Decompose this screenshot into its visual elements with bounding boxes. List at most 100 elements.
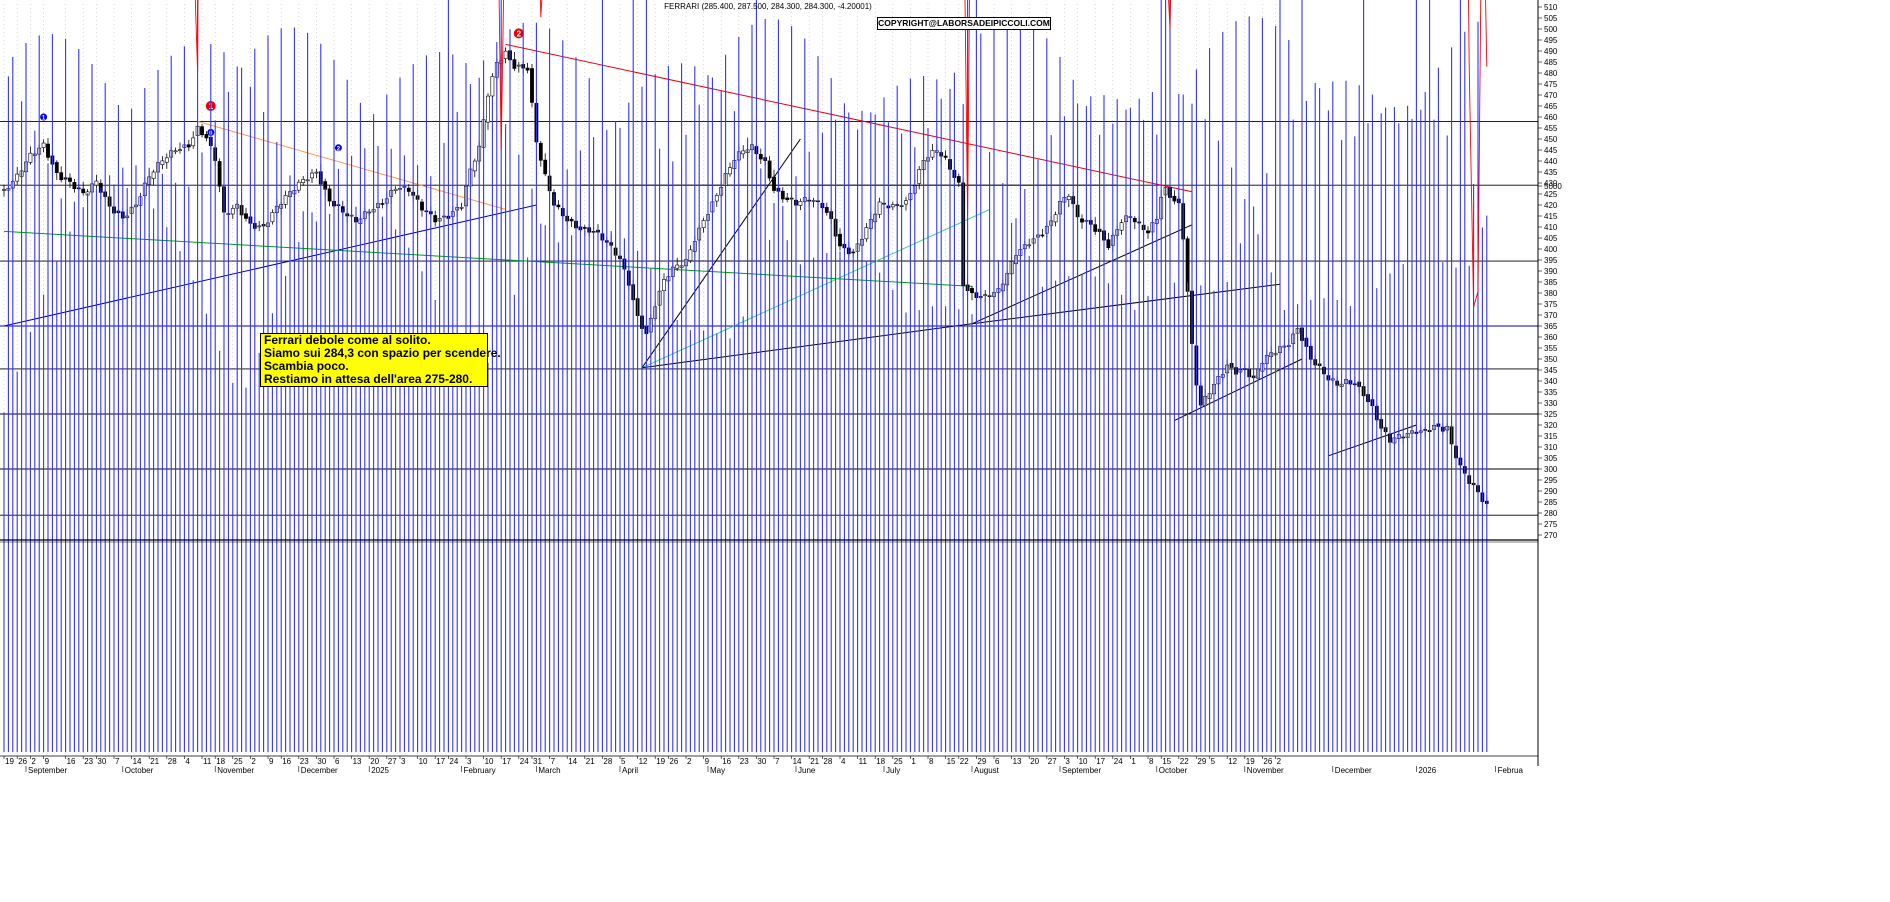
y-tick-label: 510 [1544, 3, 1558, 12]
trendline-green [3, 230, 973, 287]
x-month-label: November [1247, 766, 1284, 775]
y-tick-label: 275 [1544, 520, 1558, 529]
candle-body [204, 134, 209, 139]
x-day-label: 16 [282, 757, 291, 766]
x-day-label: 7 [775, 757, 780, 766]
candle-body [851, 251, 856, 254]
y-tick-label: 505 [1544, 14, 1558, 23]
candle-body [662, 279, 666, 292]
candle-body [486, 95, 490, 123]
candle-body [970, 288, 974, 294]
x-day-label: 19 [1246, 757, 1255, 766]
x-day-label: 24 [449, 757, 458, 766]
candle-body [767, 160, 772, 179]
x-day-label: 24 [520, 757, 529, 766]
y-tick-label: 455 [1544, 124, 1558, 133]
x-month-label: August [974, 766, 1000, 775]
y-tick-label: 440 [1544, 157, 1558, 166]
x-day-label: 2 [31, 757, 36, 766]
candlestick-series [2, 47, 1489, 509]
candle-body [1053, 214, 1058, 223]
candle-body [1119, 222, 1124, 231]
candle-body [714, 195, 719, 202]
x-day-label: 22 [960, 757, 969, 766]
x-day-label: 9 [269, 757, 274, 766]
trendline-black [641, 323, 973, 369]
x-day-label: 31 [533, 757, 542, 766]
candle-body [68, 177, 72, 182]
x-month-label: May [710, 766, 725, 775]
x-day-label: 17 [502, 757, 511, 766]
y-tick-label: 380 [1544, 289, 1558, 298]
x-day-label: 21 [810, 757, 819, 766]
x-day-label: 2 [687, 757, 692, 766]
candle-body [538, 143, 543, 161]
x-day-label: 4 [841, 757, 846, 766]
candle-body [59, 172, 64, 181]
candle-body [54, 162, 59, 173]
trendline-black [1174, 358, 1303, 422]
candle-body [556, 204, 561, 208]
x-day-label: 30 [317, 757, 326, 766]
x-day-label: 18 [216, 757, 225, 766]
x-day-label: 1 [911, 757, 916, 766]
x-day-label: 14 [133, 757, 142, 766]
x-month-label: February [464, 766, 496, 775]
y-tick-label: 305 [1544, 454, 1558, 463]
x-day-label: 2 [251, 757, 256, 766]
y-tick-label: 430 [1544, 179, 1558, 188]
candle-body [472, 160, 477, 172]
candle-body [230, 208, 235, 215]
y-tick-label: 405 [1544, 234, 1558, 243]
candle-body [864, 227, 869, 240]
candle-body [930, 150, 935, 158]
candle-body [2, 189, 6, 191]
candle-body [310, 172, 314, 179]
note-line: Ferrari debole come al solito. [264, 333, 431, 347]
y-tick-label: 385 [1544, 278, 1558, 287]
y-tick-label: 480 [1544, 69, 1558, 78]
x-day-label: 16 [722, 757, 731, 766]
x-day-label: 3 [401, 757, 406, 766]
candle-body [917, 169, 922, 184]
candle-body [296, 181, 301, 191]
y-tick-label: 290 [1544, 487, 1558, 496]
candle-body [983, 294, 988, 297]
x-day-label: 12 [1228, 757, 1237, 766]
x-month-label: Februa [1498, 766, 1524, 775]
x-day-label: 6 [995, 757, 1000, 766]
x-day-label: 2 [1277, 757, 1282, 766]
y-tick-label: 320 [1544, 421, 1558, 430]
horizontal-levels [0, 120, 1538, 516]
x-day-label: 28 [603, 757, 612, 766]
wave-markers: 12102 [40, 28, 524, 152]
x-day-label: 26 [669, 757, 678, 766]
candle-body [904, 200, 908, 205]
x-day-label: 26 [1263, 757, 1272, 766]
candle-body [758, 154, 763, 160]
candle-body [380, 203, 385, 205]
y-tick-label: 345 [1544, 366, 1558, 375]
y-tick-label: 400 [1544, 245, 1558, 254]
candle-body [1132, 218, 1137, 223]
x-day-label: 11 [203, 757, 212, 766]
candle-body [1146, 230, 1150, 234]
candle-body [1093, 224, 1098, 232]
x-month-label: September [28, 766, 67, 775]
y-tick-label: 375 [1544, 300, 1558, 309]
x-day-label: 21 [586, 757, 595, 766]
x-day-label: 8 [1149, 757, 1154, 766]
y-tick-label: 270 [1544, 531, 1558, 540]
y-tick-label: 465 [1544, 102, 1558, 111]
candle-body [582, 227, 587, 229]
candle-body [503, 50, 508, 59]
candle-body [943, 155, 948, 158]
x-month-label: December [301, 766, 338, 775]
y-tick-label: 365 [1544, 322, 1558, 331]
x-month-label: April [622, 766, 638, 775]
candle-body [798, 201, 803, 206]
note-line: Restiamo in attesa dell'area 275-280. [264, 372, 473, 386]
x-day-label: 27 [1048, 757, 1057, 766]
x-day-label: 12 [639, 757, 648, 766]
